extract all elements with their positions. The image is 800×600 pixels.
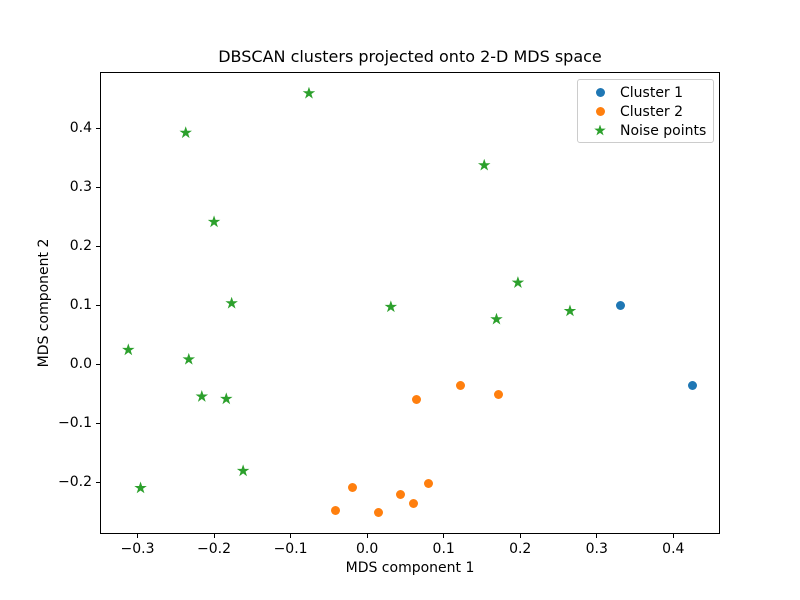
scatter-point-noise-points — [179, 126, 192, 139]
y-tick-label: 0.4 — [69, 120, 92, 137]
scatter-point-cluster-1 — [615, 301, 625, 311]
x-tick — [519, 534, 521, 538]
scatter-point-cluster-2 — [456, 381, 466, 391]
legend-item-label: Cluster 2 — [620, 103, 684, 120]
x-tick-label: −0.3 — [120, 541, 155, 557]
x-tick-label: −0.1 — [273, 541, 308, 557]
legend-item-noise-points: Noise points — [578, 121, 713, 140]
x-tick-label: −0.2 — [197, 541, 232, 557]
scatter-point-noise-points — [490, 312, 503, 325]
x-tick — [443, 534, 445, 538]
scatter-point-cluster-2 — [493, 389, 503, 399]
star-icon — [587, 124, 613, 137]
x-tick-label: 0.4 — [662, 541, 685, 557]
chart-title: DBSCAN clusters projected onto 2-D MDS s… — [218, 47, 602, 66]
scatter-point-cluster-2 — [374, 508, 384, 518]
scatter-point-noise-points — [236, 464, 250, 477]
x-tick — [596, 534, 598, 538]
scatter-point-noise-points — [134, 481, 147, 494]
legend: Cluster 1 Cluster 2 Noise points — [577, 79, 714, 143]
y-tick-label: 0.0 — [69, 356, 92, 373]
y-tick — [96, 245, 100, 247]
x-tick — [366, 534, 368, 538]
scatter-point-noise-points — [563, 304, 577, 317]
scatter-point-noise-points — [195, 390, 209, 402]
x-tick-label: 0.1 — [432, 541, 455, 557]
legend-item-cluster-1: Cluster 1 — [578, 83, 713, 102]
circle-icon — [587, 107, 613, 116]
y-tick-label: −0.1 — [58, 415, 92, 432]
y-tick — [96, 363, 100, 365]
scatter-point-noise-points — [302, 86, 316, 99]
scatter-point-cluster-2 — [331, 506, 341, 516]
scatter-point-noise-points — [511, 276, 525, 288]
y-tick — [96, 304, 100, 306]
x-axis-label: MDS component 1 — [345, 560, 475, 576]
x-tick-label: 0.3 — [585, 541, 608, 557]
scatter-point-noise-points — [384, 300, 398, 313]
legend-item-cluster-2: Cluster 2 — [578, 102, 713, 121]
y-tick — [96, 186, 100, 188]
x-tick — [137, 534, 138, 538]
y-tick-label: 0.2 — [69, 238, 92, 255]
scatter-point-noise-points — [182, 352, 196, 365]
scatter-point-cluster-2 — [348, 483, 358, 493]
x-tick-label: 0.2 — [509, 541, 532, 557]
y-tick — [96, 481, 100, 483]
scatter-point-cluster-2 — [412, 394, 422, 404]
scatter-point-noise-points — [122, 343, 135, 356]
scatter-point-noise-points — [207, 215, 221, 228]
x-tick — [672, 534, 674, 538]
legend-item-label: Cluster 1 — [620, 84, 684, 101]
x-tick-label: 0.0 — [355, 541, 379, 557]
scatter-point-cluster-2 — [396, 489, 406, 499]
scatter-point-cluster-2 — [423, 478, 433, 488]
circle-icon — [587, 88, 613, 97]
y-tick-label: 0.1 — [69, 297, 92, 314]
y-tick — [96, 422, 100, 424]
y-tick-label: 0.3 — [69, 179, 92, 196]
y-tick — [96, 127, 100, 129]
scatter-point-noise-points — [220, 392, 233, 405]
scatter-point-noise-points — [477, 158, 491, 171]
x-tick — [290, 534, 292, 538]
scatter-point-cluster-1 — [687, 381, 697, 391]
scatter-point-noise-points — [225, 296, 238, 309]
x-tick — [213, 534, 215, 538]
y-tick-label: −0.2 — [58, 474, 92, 491]
scatter-point-cluster-2 — [409, 499, 419, 509]
legend-item-label: Noise points — [620, 122, 707, 139]
y-axis-label: MDS component 2 — [36, 238, 52, 368]
